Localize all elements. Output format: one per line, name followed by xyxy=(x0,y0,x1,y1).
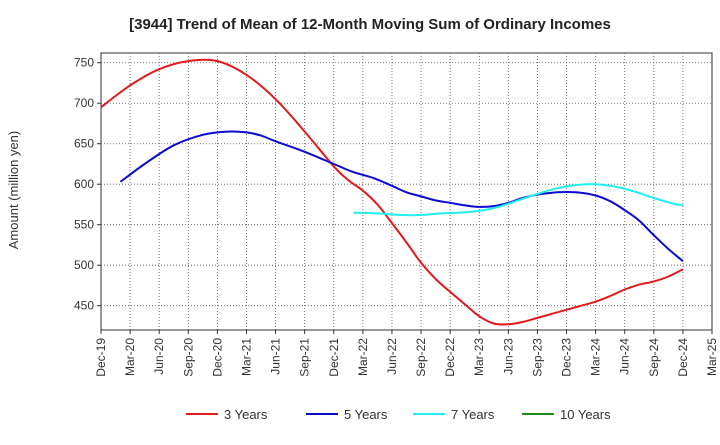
x-tick-label: Sep-23 xyxy=(530,338,544,377)
y-axis-label: Amount (million yen) xyxy=(6,131,21,250)
x-tick-label: Sep-24 xyxy=(647,338,661,377)
series-lines xyxy=(100,58,684,326)
y-tick-label: 500 xyxy=(74,258,94,272)
chart-title: [3944] Trend of Mean of 12-Month Moving … xyxy=(129,16,611,33)
x-tick-label: Jun-21 xyxy=(269,338,283,375)
x-tick-label: Sep-21 xyxy=(298,338,312,377)
x-tick-label: Mar-20 xyxy=(123,338,137,376)
x-tick-label: Jun-22 xyxy=(385,338,399,375)
x-tick-label: Dec-24 xyxy=(676,338,690,377)
axes: Dec-19 Mar-20 Jun-20 Sep-20 Dec-20 Mar-21 Jun-… xyxy=(74,56,719,377)
x-tick-label: Mar-22 xyxy=(356,338,370,376)
y-tick-label: 700 xyxy=(74,96,94,110)
x-tick-label: Jun-23 xyxy=(501,338,515,375)
x-tick-label: Jun-24 xyxy=(618,338,632,375)
x-tick-label: Sep-20 xyxy=(181,338,195,377)
series-line-7-years xyxy=(353,183,684,217)
x-tick-label: Dec-20 xyxy=(210,338,224,377)
legend-label-5-years: 5 Years xyxy=(344,407,388,422)
x-tick-label: Dec-22 xyxy=(443,338,457,377)
legend-label-10-years: 10 Years xyxy=(560,407,611,422)
legend: 3 Years 5 Years 7 Years 10 Years xyxy=(186,407,611,422)
x-tick-label: Mar-24 xyxy=(589,338,603,376)
x-tick-label: Jun-20 xyxy=(152,338,166,375)
y-tick-label: 750 xyxy=(74,56,94,70)
x-tick-label: Mar-21 xyxy=(239,338,253,376)
y-tick-label: 450 xyxy=(74,299,94,313)
x-tick-label: Mar-23 xyxy=(472,338,486,376)
x-tick-label: Dec-19 xyxy=(94,338,108,377)
y-tick-label: 550 xyxy=(74,218,94,232)
y-tick-label: 600 xyxy=(74,177,94,191)
series-line-3-years xyxy=(100,58,684,326)
y-tick-label: 650 xyxy=(74,137,94,151)
x-tick-label: Mar-25 xyxy=(705,338,719,376)
x-tick-label: Sep-22 xyxy=(414,338,428,377)
x-tick-label: Dec-23 xyxy=(560,338,574,377)
legend-label-3-years: 3 Years xyxy=(224,407,268,422)
x-tick-label: Dec-21 xyxy=(327,338,341,377)
legend-label-7-years: 7 Years xyxy=(451,407,495,422)
series-line-5-years xyxy=(119,130,684,262)
